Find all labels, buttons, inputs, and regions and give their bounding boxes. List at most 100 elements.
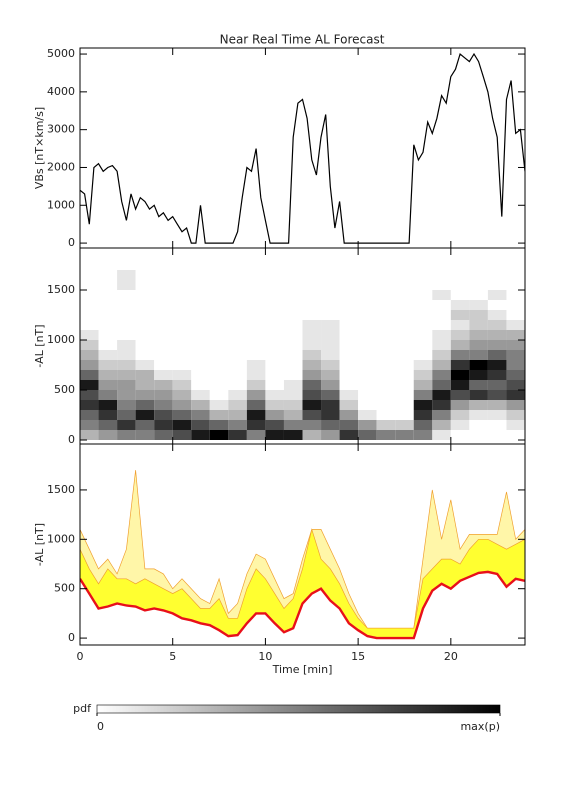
pdf-cell (302, 370, 322, 380)
pdf-cell (172, 350, 192, 360)
pdf-cell (321, 380, 340, 390)
pdf-cell (321, 330, 340, 340)
pdf-cell (358, 360, 377, 370)
y-tick-label: 500 (54, 582, 75, 595)
pdf-cell (321, 310, 340, 320)
pdf-cell (154, 290, 173, 300)
pdf-cell (302, 380, 322, 390)
pdf-cell (321, 350, 340, 360)
pdf-cell (358, 340, 377, 350)
pdf-cell (265, 340, 284, 350)
data-line (80, 52, 525, 244)
pdf-cell (432, 420, 451, 430)
pdf-cell (321, 370, 340, 380)
pdf-cell (432, 320, 451, 330)
pdf-cell (413, 360, 433, 370)
pdf-cell (265, 370, 284, 380)
pdf-cell (265, 430, 284, 440)
pdf-cell (80, 390, 99, 400)
pdf-cell (135, 420, 155, 430)
pdf-cell (154, 400, 173, 410)
pdf-cell (265, 360, 284, 370)
pdf-cell (228, 360, 247, 370)
y-tick-label: 1500 (47, 483, 75, 496)
pdf-cell (135, 360, 155, 370)
pdf-cell (265, 270, 284, 280)
pdf-cell (376, 420, 396, 430)
pdf-cell (413, 400, 433, 410)
pdf-cell (487, 410, 507, 420)
pdf-cell (321, 430, 340, 440)
pdf-cell (246, 370, 266, 380)
pdf-cell (172, 400, 192, 410)
pdf-cell (283, 270, 303, 280)
pdf-cell (191, 400, 210, 410)
pdf-cell (98, 330, 118, 340)
pdf-cell (358, 350, 377, 360)
pdf-cell (413, 380, 433, 390)
pdf-cell (321, 320, 340, 330)
pdf-cell (191, 350, 210, 360)
pdf-cell (506, 290, 525, 300)
pdf-cell (246, 350, 266, 360)
pdf-cell (228, 290, 247, 300)
pdf-cell (487, 430, 507, 440)
pdf-cell (172, 410, 192, 420)
pdf-cell (80, 280, 99, 290)
pdf-cell (154, 270, 173, 280)
pdf-cell (135, 280, 155, 290)
pdf-cell (191, 320, 210, 330)
pdf-cell (487, 300, 507, 310)
pdf-cell (209, 290, 229, 300)
pdf-cell (339, 280, 359, 290)
pdf-cell (376, 330, 396, 340)
pdf-cell (358, 290, 377, 300)
pdf-cell (450, 370, 470, 380)
pdf-cell (450, 390, 470, 400)
pdf-cell (395, 370, 414, 380)
pdf-cell (80, 430, 99, 440)
pdf-cell (283, 310, 303, 320)
pdf-cell (432, 350, 451, 360)
pdf-cell (246, 390, 266, 400)
pdf-cell (339, 350, 359, 360)
pdf-cell (506, 390, 525, 400)
y-tick-label: 2000 (47, 160, 75, 173)
pdf-cell (265, 290, 284, 300)
pdf-cell (395, 400, 414, 410)
pdf-cell (283, 290, 303, 300)
pdf-cell (358, 380, 377, 390)
pdf-cell (80, 420, 99, 430)
pdf-cell (135, 300, 155, 310)
pdf-cell (413, 290, 433, 300)
x-axis-label: Time [min] (272, 663, 333, 676)
pdf-cell (506, 300, 525, 310)
pdf-cell (339, 420, 359, 430)
pdf-cell (98, 360, 118, 370)
pdf-cell (302, 320, 322, 330)
pdf-cell (172, 360, 192, 370)
pdf-cell (413, 410, 433, 420)
pdf-cell (469, 420, 488, 430)
pdf-cell (506, 370, 525, 380)
pdf-cell (376, 380, 396, 390)
x-tick-label: 20 (444, 650, 458, 663)
pdf-cell (395, 350, 414, 360)
pdf-cell (209, 310, 229, 320)
pdf-cell (209, 340, 229, 350)
median-line (80, 570, 525, 640)
colorbar-tick-label: max(p) (460, 720, 500, 733)
pdf-cell (358, 270, 377, 280)
pdf-cell (506, 400, 525, 410)
pdf-cell (506, 350, 525, 360)
pdf-cell (469, 320, 488, 330)
pdf-cell (191, 410, 210, 420)
pdf-cell (98, 300, 118, 310)
pdf-cell (191, 270, 210, 280)
y-axis-label: -AL [nT] (33, 523, 46, 566)
pdf-cell (450, 420, 470, 430)
pdf-cell (191, 290, 210, 300)
pdf-cell (376, 290, 396, 300)
pdf-cell (172, 390, 192, 400)
pdf-cell (302, 270, 322, 280)
